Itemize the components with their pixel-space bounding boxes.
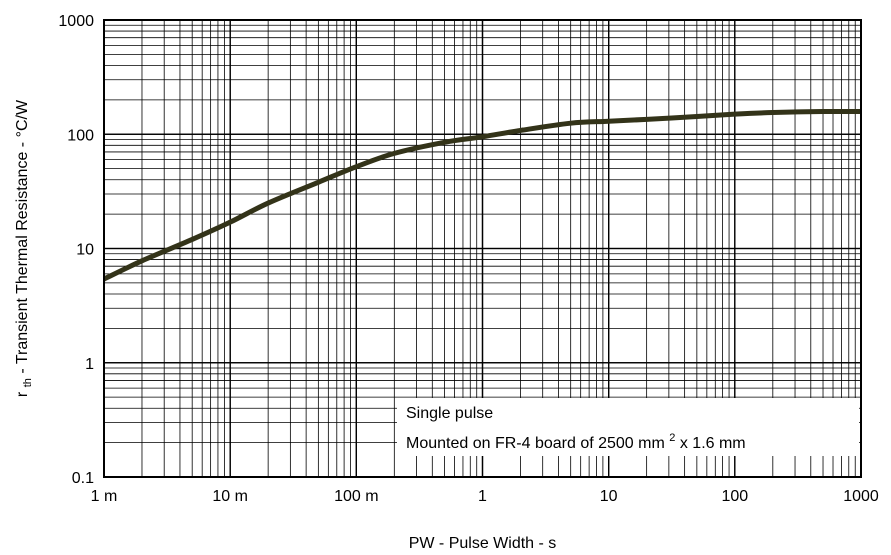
legend-box [397, 398, 859, 456]
y-axis-title-main: - Transient Thermal Resistance - °C/W [14, 99, 31, 374]
y-tick-label: 0.1 [72, 470, 94, 487]
legend-line-2-superscript: 2 [669, 432, 675, 444]
x-tick-label: 10 [600, 488, 618, 505]
legend-line-2-main: Mounted on FR-4 board of 2500 mm [406, 435, 665, 452]
y-axis-title-prefix: r [14, 391, 31, 397]
x-tick-label: 1 m [91, 488, 118, 505]
x-tick-label: 1000 [843, 488, 879, 505]
y-axis-title-subscript: th [22, 378, 34, 387]
x-tick-label: 100 [721, 488, 748, 505]
x-axis-title: PW - Pulse Width - s [409, 535, 557, 552]
x-tick-label: 1 [478, 488, 487, 505]
y-tick-label: 100 [67, 127, 94, 144]
x-tick-label: 100 m [334, 488, 378, 505]
y-tick-label: 1 [85, 356, 94, 373]
legend-line-2: Mounted on FR-4 board of 2500 mm 2 x 1.6… [406, 428, 746, 452]
x-tick-labels: 1 m 10 m 100 m 1 10 100 1000 [91, 488, 879, 505]
plot-frame [103, 19, 862, 478]
series-line [102, 108, 862, 282]
y-tick-label: 10 [76, 242, 94, 259]
y-tick-labels: 0.1 1 10 100 1000 [58, 13, 94, 487]
legend-line-2-tail: x 1.6 mm [680, 435, 746, 452]
y-axis-title: r th - Transient Thermal Resistance - °C… [14, 99, 35, 397]
legend-background [397, 398, 859, 456]
x-tick-label: 10 m [212, 488, 248, 505]
series-group [102, 108, 862, 282]
y-tick-label: 1000 [58, 13, 94, 30]
legend-line-1: Single pulse [406, 405, 493, 422]
